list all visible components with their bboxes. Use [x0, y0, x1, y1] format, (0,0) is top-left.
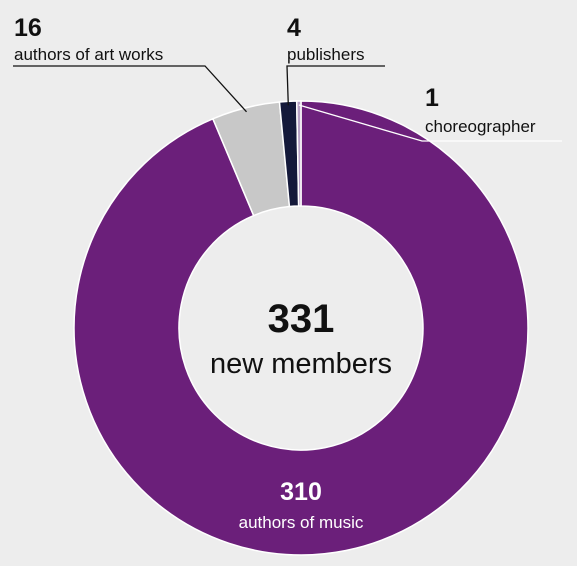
slice-choreographer	[295, 100, 302, 207]
leader-line-authors-of-art-works	[13, 65, 248, 113]
slice-value-publishers: 4	[287, 14, 301, 42]
slice-value-choreographer: 1	[425, 84, 439, 112]
leader-line-publishers	[286, 65, 385, 106]
slice-label-choreographer: choreographer	[425, 117, 536, 136]
slice-label-authors-of-art-works: authors of art works	[14, 45, 163, 64]
center-total-label: new members	[210, 348, 392, 380]
leader-line-choreographer	[298, 104, 562, 142]
slice-value-authors-of-music: 310	[280, 478, 322, 506]
slice-authors-of-music	[73, 100, 529, 556]
leader-line-group	[13, 65, 562, 142]
slice-label-publishers: publishers	[287, 45, 365, 64]
center-total-value: 331	[268, 297, 335, 341]
slice-group	[73, 100, 529, 556]
slice-value-authors-of-art-works: 16	[14, 14, 42, 42]
slice-label-authors-of-music: authors of music	[239, 513, 364, 532]
